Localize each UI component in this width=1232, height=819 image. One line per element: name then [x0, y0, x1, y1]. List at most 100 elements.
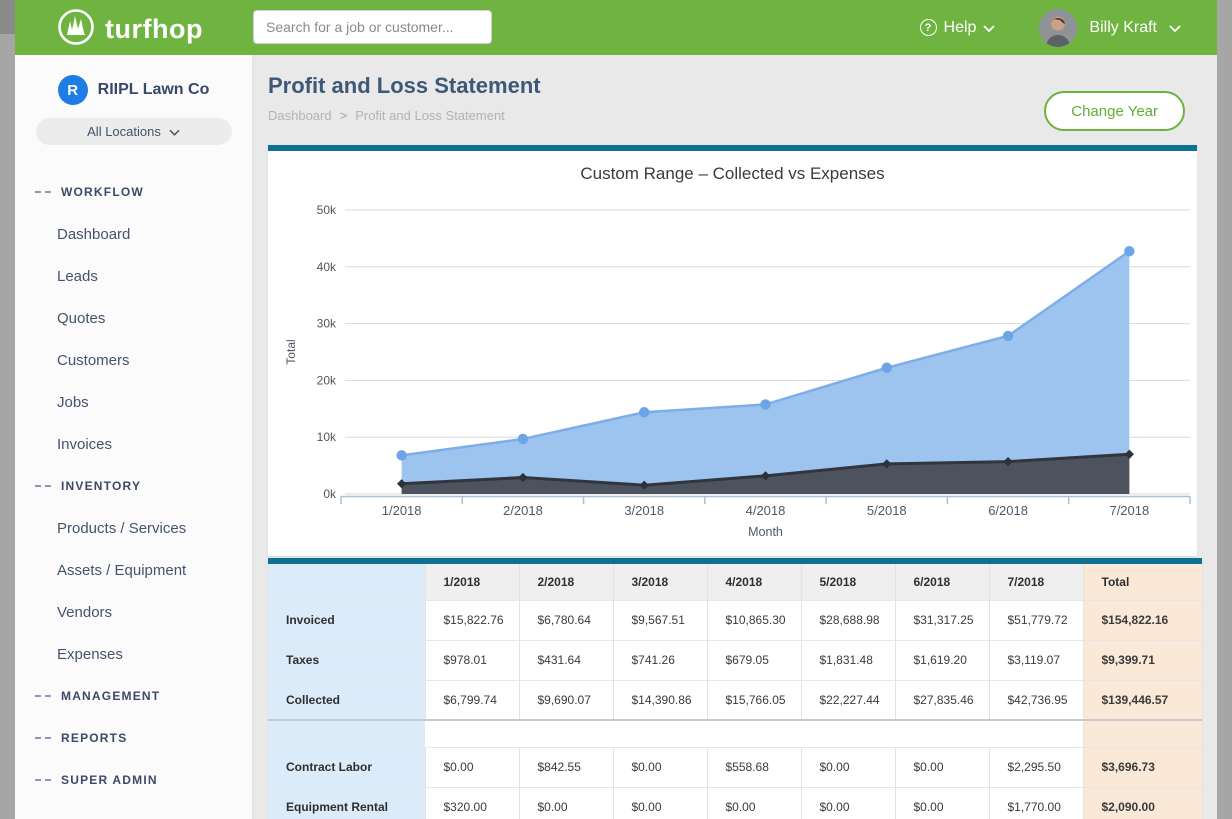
sidebar-section-management[interactable]: MANAGEMENT — [15, 675, 252, 717]
sidebar-section-label: INVENTORY — [61, 479, 141, 493]
row-total-value: $154,822.16 — [1083, 600, 1202, 640]
sidebar-section-inventory[interactable]: INVENTORY — [15, 465, 252, 507]
sidebar-section-label: WORKFLOW — [61, 185, 144, 199]
svg-text:20k: 20k — [317, 373, 337, 387]
row-label: Taxes — [268, 640, 425, 680]
sidebar-item-quotes[interactable]: Quotes — [15, 297, 252, 339]
row-label: Invoiced — [268, 600, 425, 640]
sidebar-section-super-admin[interactable]: SUPER ADMIN — [15, 759, 252, 801]
cell-value: $0.00 — [613, 787, 707, 819]
cell-value: $0.00 — [801, 787, 895, 819]
search-input[interactable] — [253, 10, 492, 44]
company-badge: R — [58, 75, 88, 105]
row-total-value: $2,090.00 — [1083, 787, 1202, 819]
right-scrollbar[interactable] — [1217, 0, 1232, 819]
x-axis-label: Month — [748, 525, 783, 539]
table-spacer-row — [268, 720, 1202, 747]
sidebar-section-reports[interactable]: REPORTS — [15, 717, 252, 759]
chart-title: Custom Range – Collected vs Expenses — [580, 164, 884, 183]
cell-value: $14,390.86 — [613, 680, 707, 720]
dashed-collapse-icon — [35, 695, 51, 697]
svg-text:5/2018: 5/2018 — [867, 503, 907, 518]
app-window: turfhop ? Help Bi — [15, 0, 1217, 819]
chevron-down-icon — [169, 124, 180, 139]
cell-value: $6,780.64 — [519, 600, 613, 640]
user-name: Billy Kraft — [1089, 19, 1157, 37]
profit-loss-table: 1/20182/20183/20184/20185/20186/20187/20… — [268, 564, 1202, 819]
cell-value: $51,779.72 — [989, 600, 1083, 640]
left-scrollbar[interactable] — [0, 0, 15, 819]
cell-value: $22,227.44 — [801, 680, 895, 720]
column-header-2-2018: 2/2018 — [519, 564, 613, 600]
pl-chart: Custom Range – Collected vs Expenses 0k 10… — [268, 151, 1197, 556]
help-menu[interactable]: ? Help — [920, 19, 996, 37]
column-header-total: Total — [1083, 564, 1202, 600]
page-header: Profit and Loss Statement Dashboard > Pr… — [268, 70, 1202, 145]
cell-value: $431.64 — [519, 640, 613, 680]
cell-value: $3,119.07 — [989, 640, 1083, 680]
column-header-7-2018: 7/2018 — [989, 564, 1083, 600]
sidebar-item-invoices[interactable]: Invoices — [15, 423, 252, 465]
sidebar-item-expenses[interactable]: Expenses — [15, 633, 252, 675]
main-content: Profit and Loss Statement Dashboard > Pr… — [253, 55, 1217, 819]
top-bar-right: ? Help Billy Kraft — [920, 0, 1181, 55]
sidebar-item-assets-equipment[interactable]: Assets / Equipment — [15, 549, 252, 591]
chevron-down-icon — [983, 19, 995, 37]
breadcrumb-dashboard[interactable]: Dashboard — [268, 108, 332, 123]
user-menu[interactable]: Billy Kraft — [1039, 9, 1181, 47]
help-label: Help — [944, 19, 977, 37]
cell-value: $0.00 — [707, 787, 801, 819]
company-header: R RIIPL Lawn Co — [15, 75, 252, 105]
sidebar-item-products-services[interactable]: Products / Services — [15, 507, 252, 549]
cell-value: $978.01 — [425, 640, 519, 680]
svg-text:30k: 30k — [317, 317, 337, 331]
cell-value: $2,295.50 — [989, 747, 1083, 787]
cell-value: $842.55 — [519, 747, 613, 787]
cell-value: $320.00 — [425, 787, 519, 819]
svg-text:0k: 0k — [323, 487, 337, 501]
table-row-invoiced: Invoiced$15,822.76$6,780.64$9,567.51$10,… — [268, 600, 1202, 640]
company-name: RIIPL Lawn Co — [98, 81, 210, 99]
cell-value: $0.00 — [519, 787, 613, 819]
svg-text:10k: 10k — [317, 430, 337, 444]
cell-value: $741.26 — [613, 640, 707, 680]
cell-value: $9,690.07 — [519, 680, 613, 720]
cell-value: $6,799.74 — [425, 680, 519, 720]
location-filter-dropdown[interactable]: All Locations — [36, 118, 232, 145]
svg-text:50k: 50k — [317, 203, 337, 217]
breadcrumb-current: Profit and Loss Statement — [355, 108, 505, 123]
sidebar-item-dashboard[interactable]: Dashboard — [15, 213, 252, 255]
svg-text:7/2018: 7/2018 — [1109, 503, 1149, 518]
sidebar-item-jobs[interactable]: Jobs — [15, 381, 252, 423]
cell-value: $9,567.51 — [613, 600, 707, 640]
sidebar-section-workflow[interactable]: WORKFLOW — [15, 171, 252, 213]
row-total-value: $3,696.73 — [1083, 747, 1202, 787]
sidebar-nav: WORKFLOW DashboardLeadsQuotesCustomersJob… — [15, 171, 252, 801]
table-header-row: 1/20182/20183/20184/20185/20186/20187/20… — [268, 564, 1202, 600]
sidebar-item-leads[interactable]: Leads — [15, 255, 252, 297]
column-header-row-label — [268, 564, 425, 600]
cell-value: $42,736.95 — [989, 680, 1083, 720]
sidebar-item-vendors[interactable]: Vendors — [15, 591, 252, 633]
cell-value: $0.00 — [895, 747, 989, 787]
dashed-collapse-icon — [35, 485, 51, 487]
svg-text:3/2018: 3/2018 — [624, 503, 664, 518]
dashed-collapse-icon — [35, 779, 51, 781]
change-year-button[interactable]: Change Year — [1044, 91, 1185, 131]
column-header-1-2018: 1/2018 — [425, 564, 519, 600]
table-row-contract-labor: Contract Labor$0.00$842.55$0.00$558.68$0… — [268, 747, 1202, 787]
profit-loss-chart-card: Custom Range – Collected vs Expenses 0k 10… — [268, 145, 1197, 556]
left-scrollbar-thumb[interactable] — [0, 0, 15, 34]
sidebar-item-customers[interactable]: Customers — [15, 339, 252, 381]
cell-value: $0.00 — [613, 747, 707, 787]
svg-text:40k: 40k — [317, 260, 337, 274]
svg-text:2/2018: 2/2018 — [503, 503, 543, 518]
row-label: Collected — [268, 680, 425, 720]
turfhop-logo[interactable]: turfhop — [57, 8, 203, 51]
breadcrumb-separator: > — [340, 108, 348, 123]
table-row-equipment-rental: Equipment Rental$320.00$0.00$0.00$0.00$0… — [268, 787, 1202, 819]
row-total-value: $9,399.71 — [1083, 640, 1202, 680]
brand-name: turfhop — [105, 14, 203, 45]
cell-value: $28,688.98 — [801, 600, 895, 640]
table-row-taxes: Taxes$978.01$431.64$741.26$679.05$1,831.… — [268, 640, 1202, 680]
